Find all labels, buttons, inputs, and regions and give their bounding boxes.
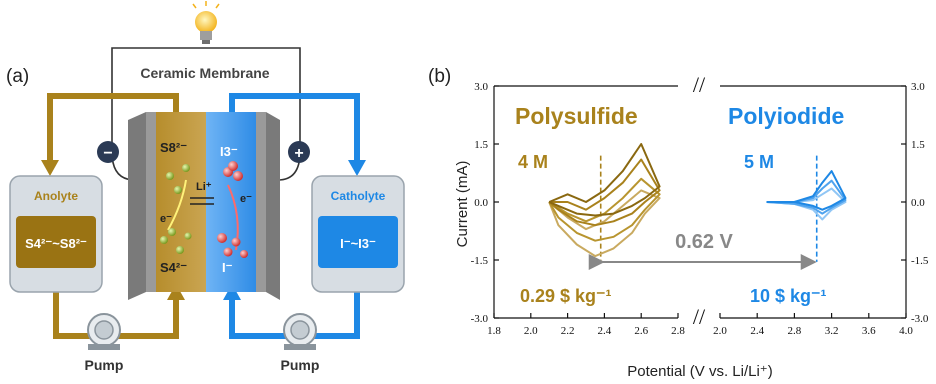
cv-curve-6 [766, 170, 847, 211]
x-tick-label: 2.8 [671, 325, 685, 337]
electron-path-left [167, 179, 187, 231]
polysulfide-concentration: 4 M [518, 152, 548, 172]
voltage-gap-label: 0.62 V [675, 231, 733, 253]
y-tick-label-right: -3.0 [911, 313, 929, 325]
iodine-particles [217, 161, 248, 258]
cv-curve-5 [766, 179, 847, 215]
polyiodide-concentration: 5 M [744, 152, 774, 172]
catholyte-flow-top [229, 93, 360, 162]
x-tick-label: 2.0 [713, 325, 727, 337]
membrane-label-bg [118, 62, 293, 84]
x-tick-label: 2.4 [750, 325, 764, 337]
negative-terminal-label: − [103, 145, 112, 162]
y-tick-label-left: 0.0 [474, 197, 488, 209]
anolyte-title: Anolyte [34, 189, 78, 203]
positive-terminal-icon [288, 141, 310, 163]
light-bulb-icon [192, 1, 220, 44]
e-left-label: e⁻ [160, 213, 172, 225]
li-transfer-arrows [190, 197, 214, 205]
pump-left-label: Pump [85, 357, 124, 373]
sulfur-particles [160, 164, 192, 254]
cv-curve-4 [766, 187, 847, 221]
anolyte-species: S4²⁻~S8²⁻ [25, 236, 87, 251]
y-tick-label-right: 3.0 [911, 81, 925, 93]
positive-terminal-label: + [294, 145, 303, 162]
pump-left-icon [87, 313, 121, 350]
catholyte-chamber [206, 112, 256, 292]
li-label: Li⁺ [196, 181, 212, 193]
polyiodide-label: Polyiodide [728, 103, 844, 129]
polysulfide-cost: 0.29 $ kg⁻¹ [520, 286, 612, 306]
anolyte-flow-arrow-down [41, 160, 59, 176]
polysulfide-label: Polysulfide [515, 103, 638, 129]
y-tick-label-right: 1.5 [911, 139, 925, 151]
anolyte-tank [9, 175, 103, 293]
i3-label: I3⁻ [220, 144, 238, 159]
x-tick-label: 2.2 [561, 325, 575, 337]
chart-ticks: 3.0 3.01.5 1.50.0 0.0-1.5 -1.5-3.0 -3.01.8 2.0… [471, 81, 929, 337]
polyiodide-cost: 10 $ kg⁻¹ [750, 286, 827, 306]
y-tick-label-right: -1.5 [911, 255, 929, 267]
x-tick-label: 2.8 [788, 325, 802, 337]
chart-markers [599, 155, 818, 262]
negative-terminal-icon [97, 141, 119, 163]
y-tick-label-left: 1.5 [474, 139, 488, 151]
s8-label: S8²⁻ [160, 140, 187, 155]
e-right-label: e⁻ [240, 193, 252, 205]
catholyte-title: Catholyte [331, 189, 386, 203]
cv-curve-2 [548, 158, 661, 227]
x-tick-label: 2.4 [598, 325, 612, 337]
cv-curve-3 [548, 143, 661, 217]
pump-right-label: Pump [281, 357, 320, 373]
panel-a-label: (a) [6, 66, 29, 87]
y-tick-label-left: -1.5 [471, 255, 489, 267]
panel-b-label: (b) [428, 66, 451, 87]
circuit-wire [111, 47, 301, 152]
x-axis-label: Potential (V vs. Li/Li⁺) [627, 363, 772, 380]
x-tick-label: 3.2 [825, 325, 839, 337]
catholyte-species: I⁻~I3⁻ [340, 236, 376, 251]
y-tick-label-right: 0.0 [911, 197, 925, 209]
panel-a: (a) Ceramic Membrane − + [6, 1, 405, 373]
membrane-label: Ceramic Membrane [140, 65, 269, 81]
i-label: I⁻ [222, 260, 233, 275]
x-tick-label: 2.0 [524, 325, 538, 337]
axis-break-bottom: // [693, 304, 706, 329]
x-tick-label: 4.0 [899, 325, 913, 337]
y-tick-label-left: -3.0 [471, 313, 489, 325]
axis-break-top: // [693, 72, 706, 97]
x-tick-label: 2.6 [634, 325, 648, 337]
x-tick-label: 1.8 [487, 325, 501, 337]
catholyte-tank [311, 175, 405, 293]
pump-right-icon [283, 313, 317, 350]
y-tick-label-left: 3.0 [474, 81, 488, 93]
cv-curve-1 [548, 177, 661, 242]
chart-curves [548, 143, 847, 258]
panel-b: (b) // // 3.0 3.0 1.5 1.5 0.0 0.0 -1.5 -1.5 -3.0… [428, 66, 929, 380]
flow-cell [128, 112, 280, 300]
catholyte-flow-arrow-down [348, 160, 366, 176]
x-tick-label: 3.6 [862, 325, 876, 337]
anolyte-flow-top [47, 93, 179, 162]
y-axis-label: Current (mA) [454, 161, 471, 248]
cv-curve-0 [548, 189, 661, 258]
s4-label: S4²⁻ [160, 260, 187, 275]
